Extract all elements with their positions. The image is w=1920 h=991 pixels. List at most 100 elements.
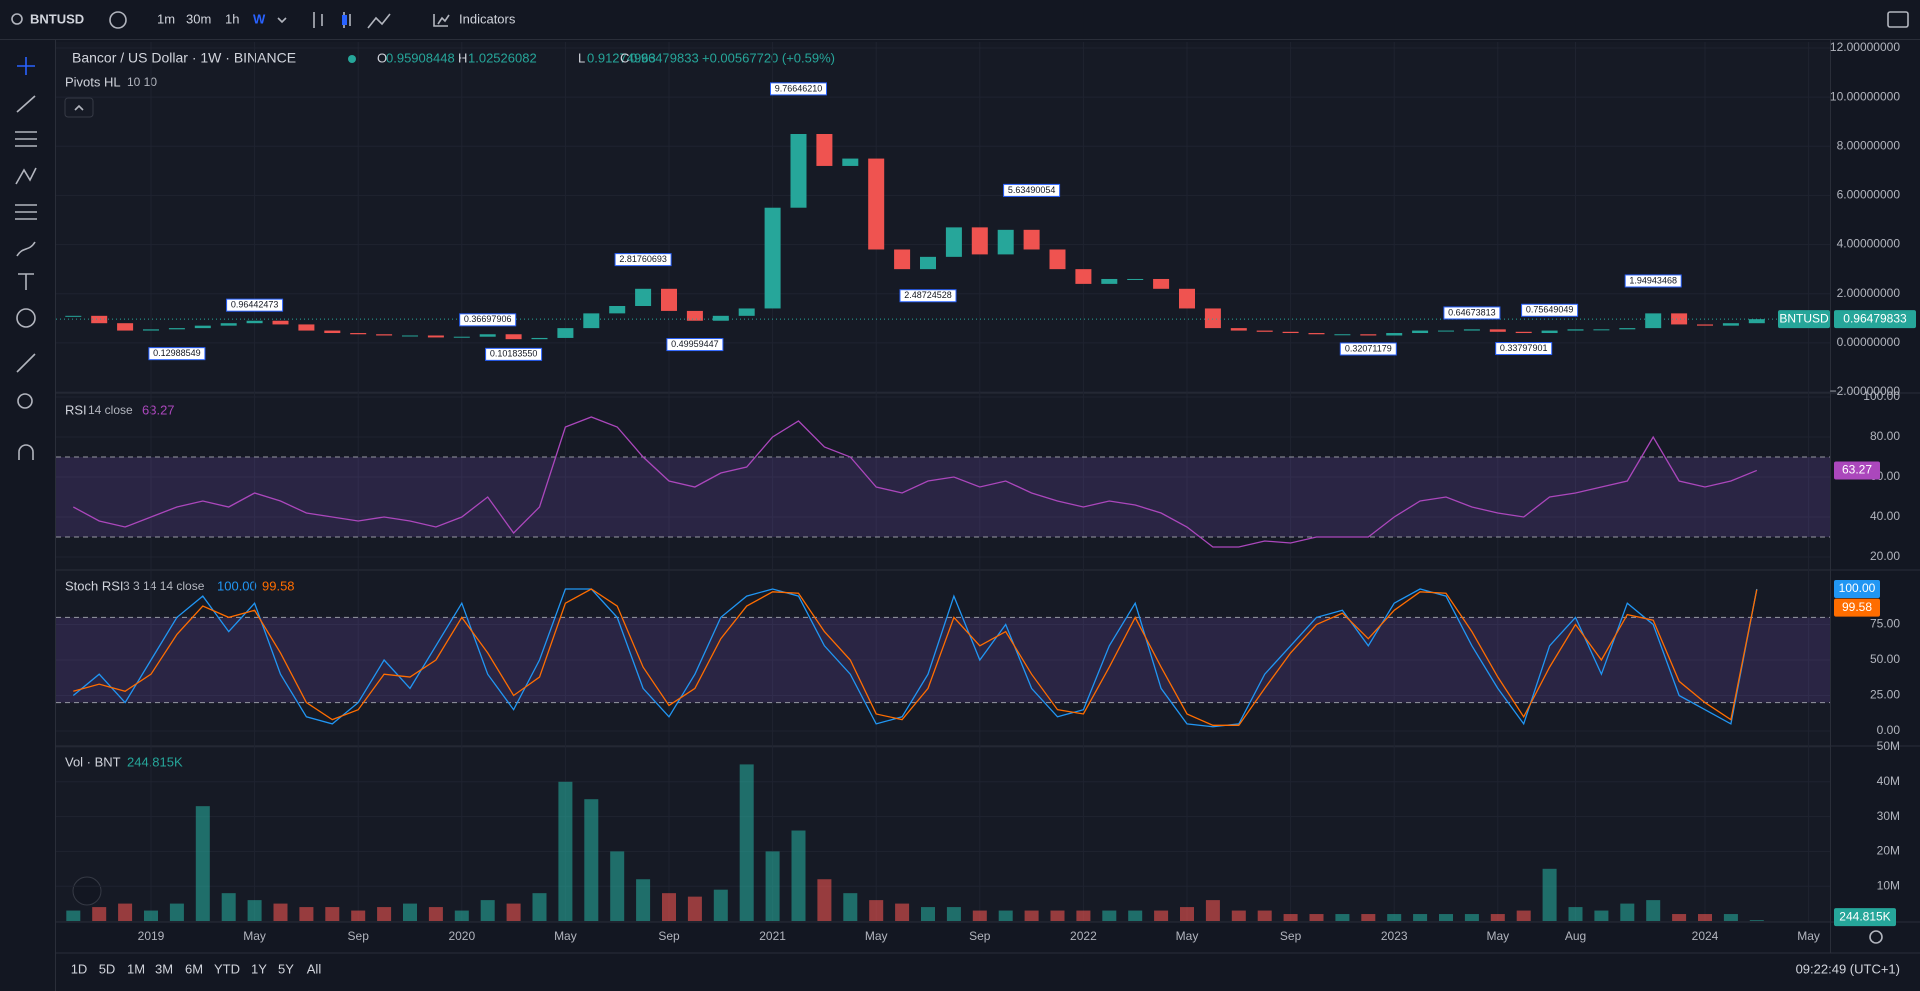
- volume-bar: [1439, 914, 1453, 921]
- symbol[interactable]: BNTUSD: [30, 11, 84, 26]
- ruler-tool[interactable]: [16, 353, 36, 373]
- candle: [1697, 324, 1713, 326]
- interval[interactable]: 30m: [186, 11, 211, 26]
- pattern-tool[interactable]: [15, 167, 37, 185]
- pivot-box: [770, 82, 827, 96]
- range-button[interactable]: 3M: [155, 961, 173, 976]
- indicator-args: 10 10: [127, 75, 157, 89]
- volume-bar: [66, 910, 81, 921]
- collapse-button[interactable]: [64, 97, 94, 118]
- volume-bar: [1413, 914, 1428, 921]
- stoch-line: [73, 588, 1758, 726]
- volume-bar: [610, 851, 625, 921]
- pivot-box: [666, 338, 724, 352]
- volume-bar: [92, 907, 107, 921]
- candle: [324, 330, 341, 334]
- y-tick-label: 12.00000000: [1830, 40, 1900, 54]
- volume-bar: [377, 907, 392, 921]
- volume-bar: [1387, 914, 1402, 921]
- screenshot-icon[interactable]: [1887, 11, 1909, 28]
- collapse-icon[interactable]: [74, 104, 84, 111]
- crosshair-tool[interactable]: [17, 57, 35, 75]
- volume-bar: [1180, 907, 1194, 921]
- candle: [1204, 308, 1221, 329]
- interval-active[interactable]: W: [253, 11, 266, 26]
- volume-bar: [687, 896, 702, 921]
- candle: [1127, 278, 1144, 280]
- volume-bar: [403, 903, 417, 921]
- range-button[interactable]: 1Y: [251, 961, 267, 976]
- volume-bar: [1490, 914, 1505, 921]
- candle: [1515, 331, 1532, 334]
- y-tick-label: 30M: [1877, 809, 1900, 823]
- y-tick-label: 75.00: [1870, 617, 1900, 631]
- clock: 09:22:49 (UTC+1): [1796, 961, 1900, 976]
- indicator-value: 244.815K: [127, 754, 183, 769]
- search-icon[interactable]: [11, 13, 23, 25]
- pivot-label: 0.49959447: [671, 339, 719, 349]
- range-button[interactable]: 5D: [99, 961, 116, 976]
- volume-bar: [972, 910, 987, 921]
- pivot-box: [899, 289, 957, 303]
- zoom-tool[interactable]: [17, 393, 33, 409]
- indicator-value: 100.00: [217, 578, 257, 593]
- pivot-label: 0.96442473: [231, 300, 279, 310]
- stoch-badge-bg: [1834, 598, 1880, 617]
- range-button[interactable]: 1D: [71, 961, 88, 976]
- candle: [945, 227, 962, 257]
- range-button[interactable]: All: [307, 961, 322, 976]
- candle: [1541, 330, 1558, 334]
- candle: [505, 334, 522, 340]
- candle: [402, 335, 418, 337]
- pivot-box: [459, 313, 517, 327]
- fib-tool[interactable]: [15, 131, 37, 147]
- volume-bar: [221, 893, 236, 921]
- range-button[interactable]: 6M: [185, 961, 203, 976]
- candle: [1412, 330, 1429, 334]
- candle: [272, 320, 289, 325]
- trendline-tool[interactable]: [16, 95, 36, 113]
- pivot-label: 5.63490054: [1008, 185, 1056, 195]
- indicators-icon[interactable]: [433, 14, 450, 27]
- y-tick-label: 0.00: [1877, 723, 1901, 737]
- brush-tool[interactable]: [16, 241, 36, 257]
- range-button[interactable]: 1M: [127, 961, 145, 976]
- x-tick-label: May: [1797, 929, 1820, 943]
- volume-bar: [1102, 910, 1117, 921]
- candle: [920, 256, 936, 270]
- candle: [764, 207, 781, 309]
- range-button[interactable]: YTD: [214, 961, 240, 976]
- range-button[interactable]: 5Y: [278, 961, 294, 976]
- indicator-args: 14 close: [88, 403, 133, 417]
- candle: [531, 337, 548, 340]
- candle-icon[interactable]: [342, 15, 347, 25]
- chart-type-icon[interactable]: [313, 12, 351, 28]
- magnet-tool[interactable]: [18, 444, 34, 460]
- icon-tool[interactable]: [16, 308, 36, 328]
- volume-bar: [636, 879, 651, 921]
- interval-menu[interactable]: [277, 17, 287, 24]
- candle: [220, 323, 237, 326]
- candle: [712, 315, 729, 321]
- interval[interactable]: 1h: [225, 11, 239, 26]
- candle: [1179, 288, 1195, 309]
- logo[interactable]: [72, 876, 102, 906]
- ohlc-key: H: [458, 50, 467, 65]
- line-type-icon[interactable]: [367, 13, 391, 29]
- volume-bar: [1205, 900, 1220, 921]
- rsi-badge-bg: [1834, 461, 1880, 480]
- settings-icon[interactable]: [1869, 930, 1883, 944]
- stoch-badge: 99.58: [1842, 600, 1872, 614]
- volume-bar: [428, 907, 443, 921]
- pivot-box: [1443, 306, 1501, 320]
- candle: [1463, 329, 1480, 331]
- indicators-button[interactable]: Indicators: [459, 11, 516, 26]
- interval[interactable]: 1m: [157, 11, 175, 26]
- indicator-value: 63.27: [142, 402, 175, 417]
- forecast-tool[interactable]: [15, 204, 37, 220]
- candle: [246, 320, 263, 324]
- add-symbol[interactable]: [109, 11, 127, 29]
- text-tool[interactable]: [18, 273, 34, 290]
